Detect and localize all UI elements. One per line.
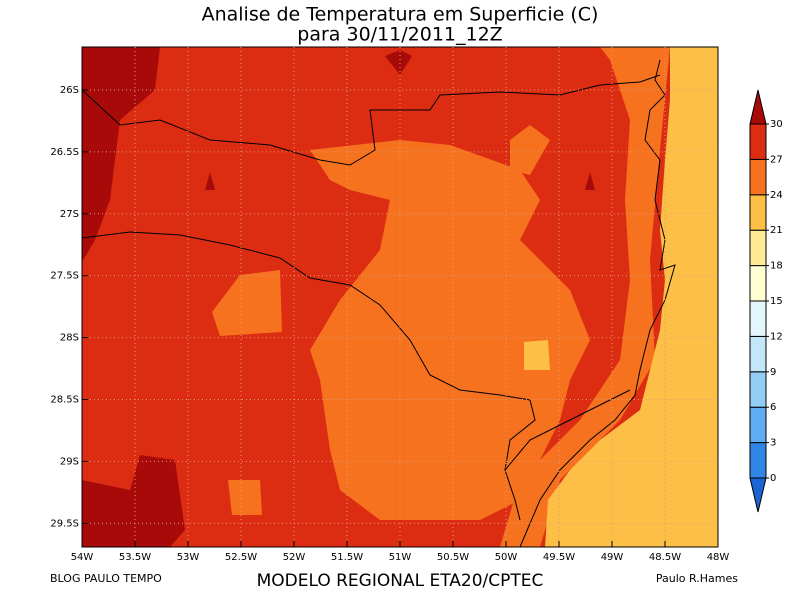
- colorbar-box: [749, 123, 767, 160]
- colorbar-box: [749, 371, 767, 408]
- lon-label: 49.5W: [543, 552, 575, 563]
- state-border: [81, 74, 661, 166]
- lon-label: 51.5W: [331, 552, 363, 563]
- colorbar-label: 9: [770, 367, 776, 378]
- field-21-24: [524, 340, 550, 370]
- lat-label: 26.5S: [50, 147, 79, 158]
- colorbar-box: [749, 158, 767, 196]
- colorbar-box: [749, 406, 767, 444]
- grid: [81, 47, 719, 547]
- field-21-24: [545, 47, 718, 547]
- footer-center: MODELO REGIONAL ETA20/CPTEC: [257, 571, 544, 591]
- colorbar-box: [749, 335, 767, 373]
- colorbar-label: 3: [770, 438, 776, 449]
- colorbar-label: 30: [770, 119, 783, 130]
- subtitle: para 30/11/2011_12Z: [297, 24, 502, 46]
- colorbar-box: [749, 442, 767, 479]
- colorbar-box: [749, 300, 767, 337]
- lon-label: 53W: [177, 552, 200, 563]
- lat-label: 28S: [60, 333, 79, 344]
- colorbar-box: [749, 194, 767, 231]
- lon-label: 53.5W: [119, 552, 151, 563]
- field-24-27: [310, 140, 590, 520]
- field-over-30: [205, 172, 215, 190]
- lon-label: 50.5W: [437, 552, 469, 563]
- lon-label: 52W: [283, 552, 306, 563]
- footer-right: Paulo R.Hames: [656, 572, 738, 585]
- lon-label: 48W: [707, 552, 730, 563]
- lat-label: 29S: [60, 456, 79, 467]
- colorbar-arrow-high: [749, 89, 767, 125]
- footer-left: BLOG PAULO TEMPO: [50, 572, 162, 585]
- field-over-30: [82, 455, 185, 547]
- lon-label: 50W: [495, 552, 518, 563]
- field-over-30: [385, 50, 412, 75]
- colorbar-box: [749, 229, 767, 267]
- lat-label: 27.5S: [50, 271, 79, 282]
- lat-label: 27S: [60, 209, 79, 220]
- colorbar-label: 21: [770, 225, 783, 236]
- field-24-27: [510, 125, 550, 175]
- lon-label: 48.5W: [649, 552, 681, 563]
- coastline: [519, 59, 676, 548]
- colorbar-arrow-low: [749, 477, 767, 513]
- field-over-30: [82, 47, 160, 262]
- field-24-27: [500, 47, 670, 547]
- lon-label: 52.5W: [225, 552, 257, 563]
- colorbar-label: 6: [770, 402, 776, 413]
- lon-label: 51W: [389, 552, 412, 563]
- lat-label: 28.5S: [50, 395, 79, 406]
- field-24-27: [228, 480, 262, 515]
- colorbar-label: 12: [770, 331, 783, 342]
- colorbar-label: 0: [770, 473, 776, 484]
- colorbar-label: 24: [770, 190, 783, 201]
- title: Analise de Temperatura em Superficie (C): [202, 4, 599, 26]
- lat-label: 26S: [60, 85, 79, 96]
- colorbar-label: 15: [770, 296, 783, 307]
- lat-label: 29.5S: [50, 518, 79, 529]
- lon-label: 54W: [71, 552, 94, 563]
- lon-label: 49W: [601, 552, 624, 563]
- state-border: [81, 231, 536, 521]
- colorbar-label: 18: [770, 261, 783, 272]
- colorbar-box: [749, 265, 767, 302]
- field-24-27: [212, 270, 282, 336]
- field-over-30: [585, 172, 595, 190]
- colorbar-label: 27: [770, 154, 783, 165]
